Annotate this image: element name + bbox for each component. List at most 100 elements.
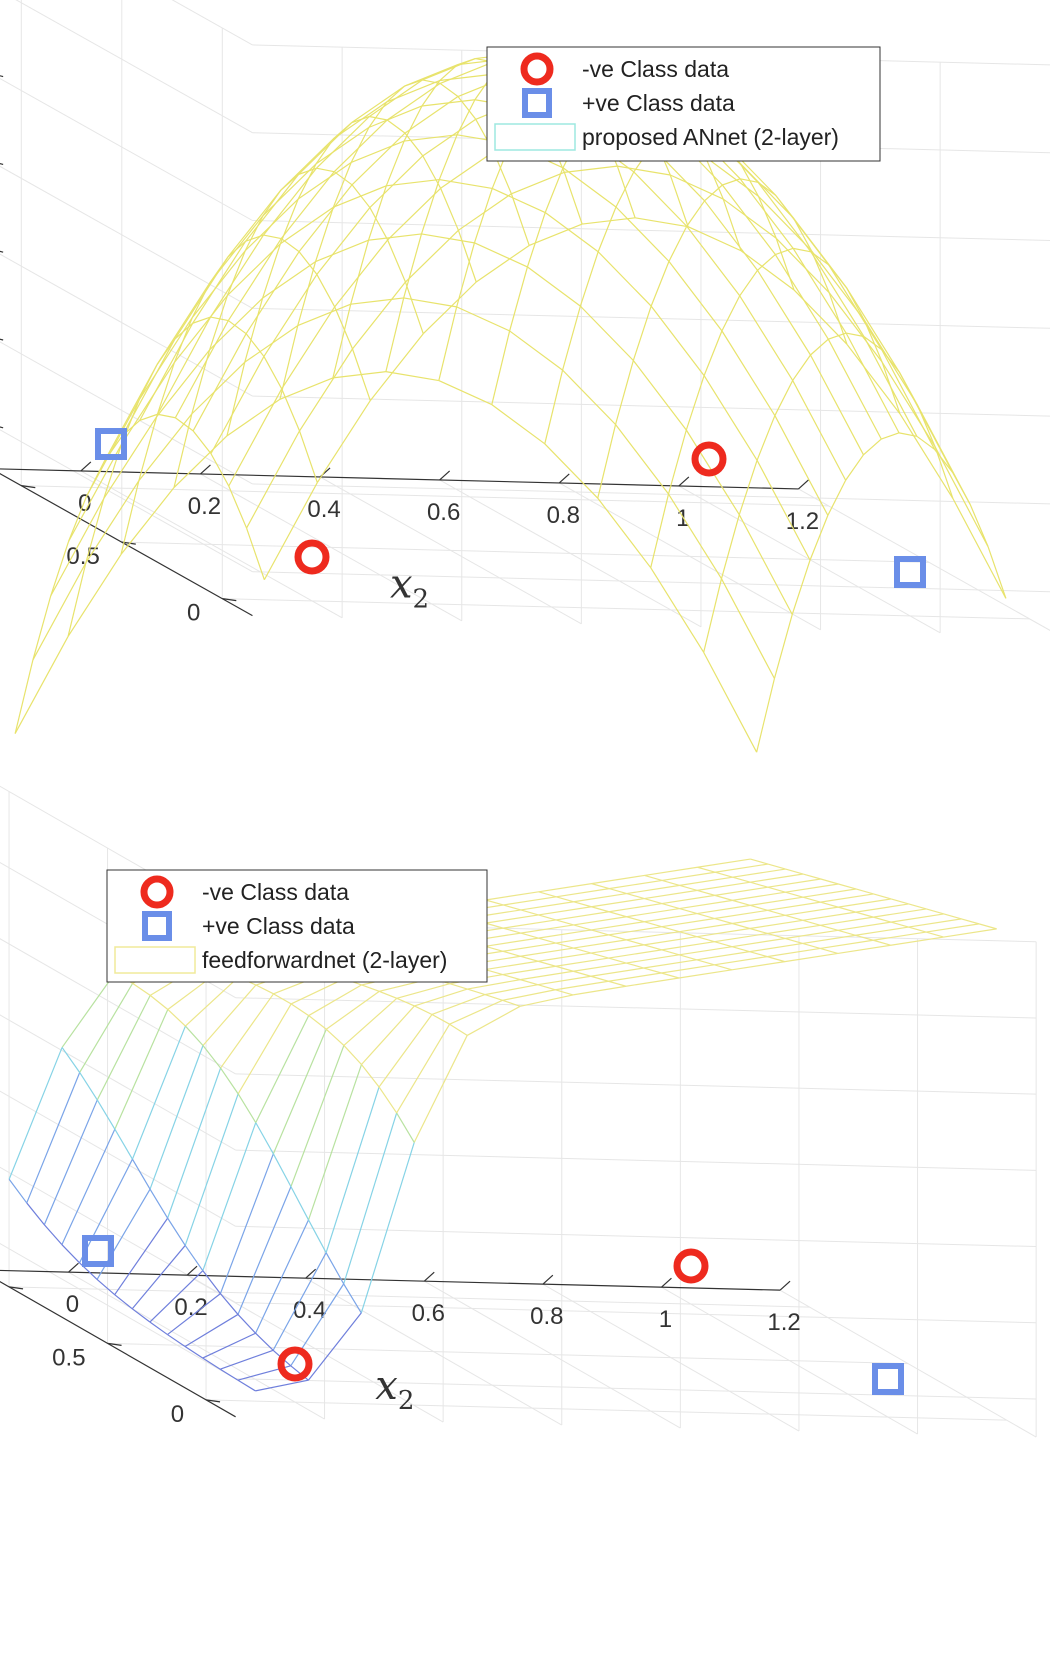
- mesh-line: [440, 188, 459, 231]
- mesh-line: [898, 372, 918, 406]
- legend-square-icon: [522, 88, 552, 118]
- mesh-line: [456, 242, 476, 308]
- mesh-line: [544, 370, 564, 444]
- mesh-line: [403, 297, 457, 308]
- mesh-line: [873, 916, 892, 923]
- mesh-line: [916, 404, 936, 448]
- mesh-line: [209, 256, 229, 283]
- mesh-line: [191, 250, 246, 318]
- mesh-line: [838, 883, 857, 890]
- mesh-line: [538, 929, 592, 939]
- mesh-line: [650, 567, 705, 653]
- mesh-line: [157, 316, 212, 415]
- mesh-line: [421, 233, 475, 244]
- mesh-line: [562, 167, 617, 208]
- mesh-line: [757, 254, 776, 271]
- mesh-line: [820, 893, 874, 903]
- mesh-line: [210, 453, 230, 487]
- mesh-line: [226, 398, 281, 437]
- mesh-line: [810, 251, 865, 337]
- mesh-line: [650, 493, 670, 568]
- mesh-line: [114, 1128, 133, 1160]
- mesh-line: [404, 132, 424, 157]
- mesh-line: [678, 954, 697, 961]
- mesh-line: [298, 251, 318, 275]
- neg-class-point: [673, 1248, 709, 1284]
- mesh-line: [440, 151, 494, 189]
- mesh-line: [696, 936, 715, 943]
- mesh-line: [262, 163, 317, 217]
- mesh-line: [526, 212, 546, 268]
- mesh-line: [325, 990, 380, 1030]
- mesh-line: [775, 237, 830, 294]
- grid-line: [0, 1090, 236, 1227]
- mesh-line: [475, 244, 530, 283]
- mesh-line: [591, 874, 645, 885]
- mesh-line: [503, 896, 557, 906]
- mesh-line: [846, 343, 901, 415]
- mesh-line: [845, 332, 865, 338]
- x2-label-sub: 2: [413, 585, 430, 615]
- mesh-line: [573, 947, 592, 954]
- mesh-line: [245, 333, 265, 357]
- mesh-line: [332, 162, 352, 208]
- mesh-line: [739, 269, 759, 297]
- mesh-line: [625, 977, 680, 987]
- mesh-line: [679, 884, 698, 891]
- mesh-line: [114, 1009, 169, 1130]
- mesh-line: [139, 413, 158, 421]
- grid-line: [21, 485, 829, 507]
- mesh-line: [608, 957, 627, 964]
- grid-line: [15, 0, 253, 134]
- mesh-line: [67, 554, 122, 637]
- mesh-line: [827, 480, 847, 516]
- mesh-line: [714, 863, 769, 873]
- mesh-line: [8, 1047, 63, 1180]
- mesh-line: [272, 1153, 292, 1187]
- mesh-line: [520, 932, 539, 939]
- mesh-line: [538, 937, 557, 944]
- mesh-line: [387, 239, 407, 283]
- mesh-line: [386, 178, 440, 187]
- mesh-line: [413, 1035, 468, 1143]
- mesh-line: [855, 903, 909, 913]
- mesh-line: [750, 873, 804, 883]
- mesh-line: [597, 251, 652, 307]
- mesh-line: [703, 375, 758, 461]
- mesh-line: [828, 264, 848, 289]
- mesh-line: [696, 951, 750, 961]
- mesh-line: [767, 886, 786, 893]
- mesh-line: [591, 883, 610, 890]
- mesh-line: [749, 919, 803, 930]
- mesh-line: [245, 527, 265, 580]
- grid-line: [9, 1286, 810, 1308]
- mesh-line: [562, 369, 616, 425]
- plot-anet: 00.20.40.60.811.200.5100.20.40.60.811.2x…: [0, 0, 1050, 753]
- mesh-line: [756, 678, 776, 753]
- legend-label: proposed ANnet (2-layer): [582, 124, 839, 150]
- mesh-line: [228, 388, 283, 487]
- mesh-line: [573, 916, 627, 926]
- mesh-line: [890, 913, 944, 923]
- mesh-line: [520, 901, 574, 911]
- mesh-line: [608, 888, 627, 895]
- mesh-line: [414, 1005, 433, 1016]
- mesh-line: [757, 181, 812, 253]
- mesh-line: [749, 942, 803, 953]
- mesh-line: [774, 380, 794, 416]
- mesh-line: [697, 866, 716, 873]
- mesh-line: [714, 941, 733, 948]
- mesh-line: [732, 922, 751, 930]
- mesh-line: [696, 912, 715, 920]
- mesh-line: [449, 999, 503, 1025]
- mesh-line: [626, 884, 680, 895]
- grid-line: [0, 78, 253, 221]
- mesh-line: [591, 897, 645, 908]
- mesh-line: [351, 184, 371, 208]
- mesh-line: [661, 941, 715, 951]
- mesh-line: [396, 1112, 415, 1143]
- mesh-line: [334, 239, 389, 308]
- x2-tick-label: 1.2: [767, 1309, 800, 1336]
- mesh-line: [721, 295, 741, 332]
- mesh-line: [422, 118, 477, 157]
